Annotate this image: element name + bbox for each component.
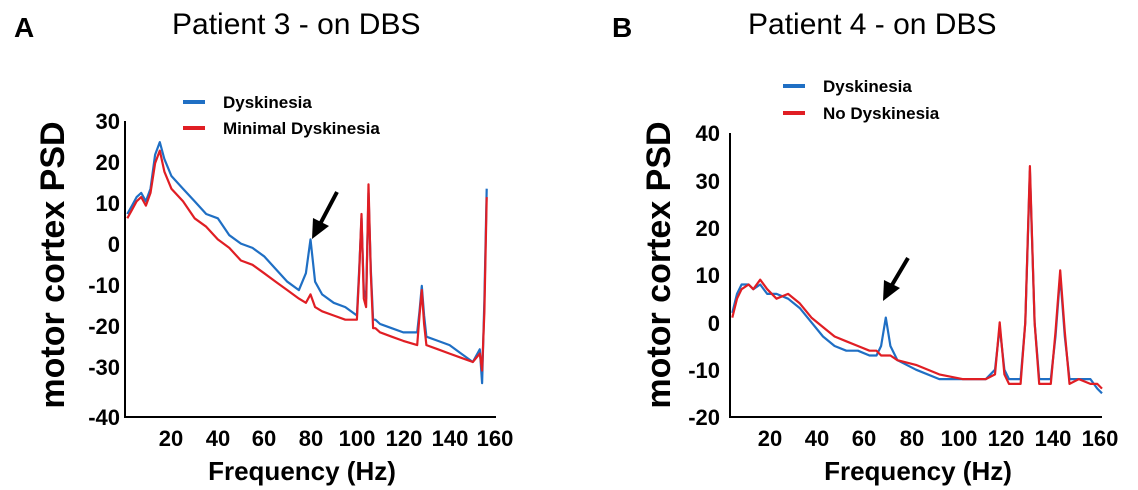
chart-a: motor cortex PSD 30 20 10 0 -10 -20 -30 … [34,93,513,486]
chart-b-ytick: 30 [696,169,720,194]
chart-b-axes [729,133,1102,418]
chart-a-ytick: 10 [96,191,120,216]
chart-a-xtick: 60 [252,426,276,451]
chart-a-ytick: 30 [96,109,120,134]
panel-b-title: Patient 4 - on DBS [748,8,997,41]
panel-b-letter: B [612,12,633,43]
chart-b-series-no-dyskinesia [731,165,1103,390]
chart-b-ytick: 20 [696,216,720,241]
chart-a-legend-label: Dyskinesia [223,93,312,112]
chart-a-axes [124,121,496,418]
chart-b-xtick: 20 [758,426,782,451]
panel-a-letter: A [14,12,35,43]
chart-b-series-dyskinesia [731,169,1103,395]
chart-a-ytick: 0 [108,232,120,257]
chart-a-xtick: 40 [206,426,230,451]
chart-b-xtick: 60 [852,426,876,451]
chart-a-xtick: 20 [159,426,183,451]
chart-a-ytick: -40 [88,405,120,430]
chart-b-plot-area [729,133,1103,418]
chart-b-xtick: 160 [1082,426,1119,451]
chart-b-ytick: -10 [688,358,720,383]
chart-b-legend: Dyskinesia No Dyskinesia [783,77,940,123]
chart-b-xtick: 40 [805,426,829,451]
chart-b-ytick: 40 [696,121,720,146]
chart-b-xtick: 120 [988,426,1025,451]
chart-a-ytick: -10 [88,273,120,298]
chart-a-arrow [312,191,339,239]
chart-a-xtick: 140 [432,426,469,451]
chart-a-legend-label: Minimal Dyskinesia [223,119,380,138]
chart-b-xlabel: Frequency (Hz) [824,456,1012,486]
chart-a-xtick: 120 [386,426,423,451]
chart-b-yticks: 40 30 20 10 0 -10 -20 [688,121,720,430]
chart-b-ytick: -20 [688,405,720,430]
chart-a-xtick: 160 [477,426,514,451]
chart-b-xticks: 20 40 60 80 100 120 140 160 [758,426,1119,451]
chart-a-xtick: 100 [339,426,376,451]
chart-a-plot-area [124,121,496,418]
chart-a-ytick: -30 [88,355,120,380]
chart-b-ytick: 0 [708,311,720,336]
chart-b-ytick: 10 [696,263,720,288]
chart-b-xtick: 140 [1035,426,1072,451]
chart-b-xtick: 100 [941,426,978,451]
panel-a-title: Patient 3 - on DBS [172,8,421,41]
chart-a-xlabel: Frequency (Hz) [208,456,396,486]
chart-a-ytick: -20 [88,314,120,339]
chart-a-ylabel: motor cortex PSD [34,121,72,408]
chart-a-xticks: 20 40 60 80 100 120 140 160 [159,426,514,451]
chart-a-ytick: 20 [96,150,120,175]
chart-b: motor cortex PSD 40 30 20 10 0 -10 -20 2… [640,77,1118,486]
chart-b-legend-label: Dyskinesia [823,77,912,96]
chart-b-xtick: 80 [900,426,924,451]
chart-a-legend: Dyskinesia Minimal Dyskinesia [183,93,380,138]
chart-b-ylabel: motor cortex PSD [640,121,678,408]
chart-a-yticks: 30 20 10 0 -10 -20 -30 -40 [88,109,120,430]
chart-a-series-minimal-dyskinesia [126,149,488,372]
chart-b-legend-label: No Dyskinesia [823,104,940,123]
chart-b-arrow [883,256,910,301]
chart-a-xtick: 80 [299,426,323,451]
